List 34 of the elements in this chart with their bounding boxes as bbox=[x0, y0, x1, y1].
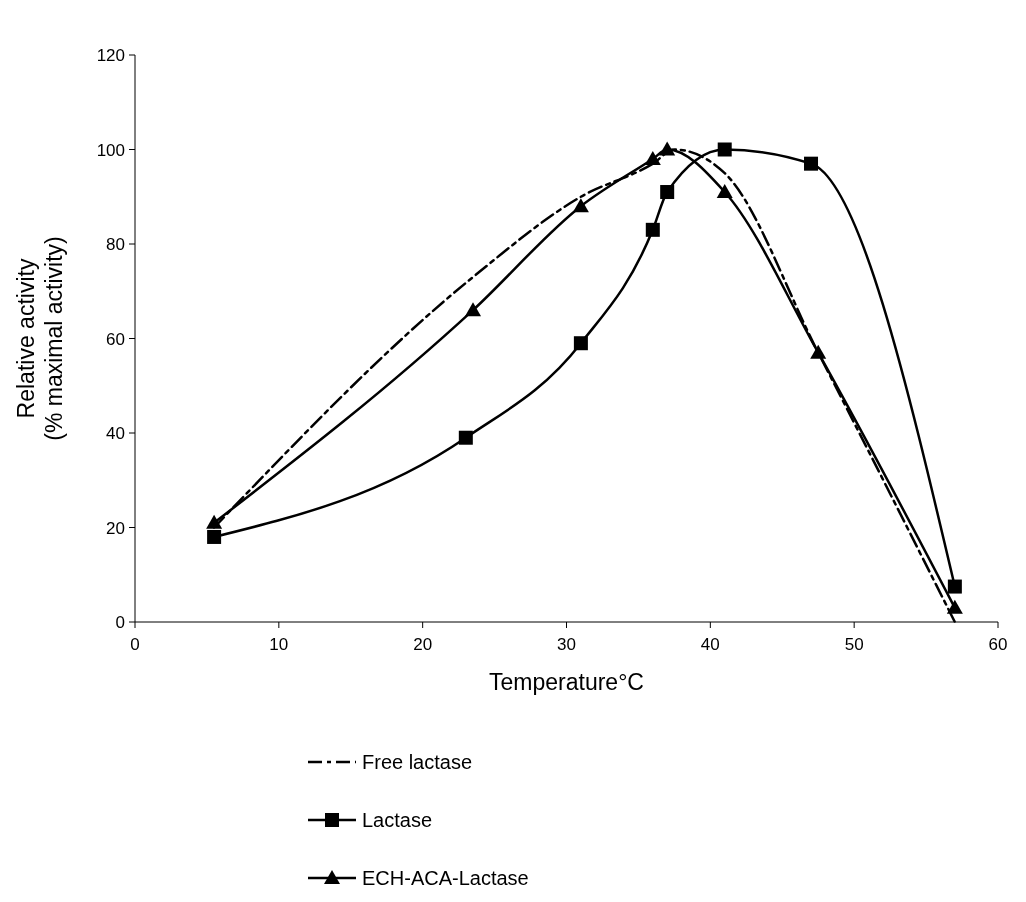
point bbox=[717, 142, 732, 157]
y-axis-title: Relative activity (% maximal activity) bbox=[13, 236, 67, 441]
point bbox=[946, 599, 963, 614]
x-tick-label: 0 bbox=[130, 635, 140, 654]
point bbox=[206, 514, 223, 529]
y-tick-label: 60 bbox=[106, 329, 125, 349]
y-tick-label: 0 bbox=[115, 613, 125, 632]
point bbox=[659, 141, 676, 156]
y-tick-label: 20 bbox=[106, 518, 125, 538]
point bbox=[572, 198, 589, 213]
point bbox=[660, 185, 675, 200]
y-tick-label: 100 bbox=[96, 140, 125, 160]
y-tick-label: 40 bbox=[106, 424, 125, 443]
x-tick-label: 10 bbox=[269, 635, 289, 654]
point bbox=[573, 336, 588, 351]
y-tick-label: 80 bbox=[106, 235, 125, 254]
point bbox=[645, 222, 660, 237]
legend-label: Lactase bbox=[362, 809, 433, 831]
x-tick-label: 60 bbox=[988, 635, 1008, 654]
x-tick-label: 30 bbox=[557, 635, 576, 654]
legend-label: ECH-ACA-Lactase bbox=[362, 867, 529, 889]
x-tick-label: 40 bbox=[700, 635, 720, 654]
x-tick-label: 50 bbox=[844, 635, 864, 654]
legend-label: Free lactase bbox=[362, 751, 473, 773]
point bbox=[947, 579, 962, 594]
point bbox=[644, 150, 661, 165]
point bbox=[458, 430, 473, 445]
point bbox=[207, 529, 222, 544]
x-axis-title: Temperature°C bbox=[489, 669, 644, 695]
point bbox=[465, 302, 482, 317]
point bbox=[716, 184, 733, 199]
point bbox=[804, 156, 819, 171]
y-tick-label: 120 bbox=[96, 46, 125, 65]
x-tick-label: 20 bbox=[413, 635, 433, 654]
